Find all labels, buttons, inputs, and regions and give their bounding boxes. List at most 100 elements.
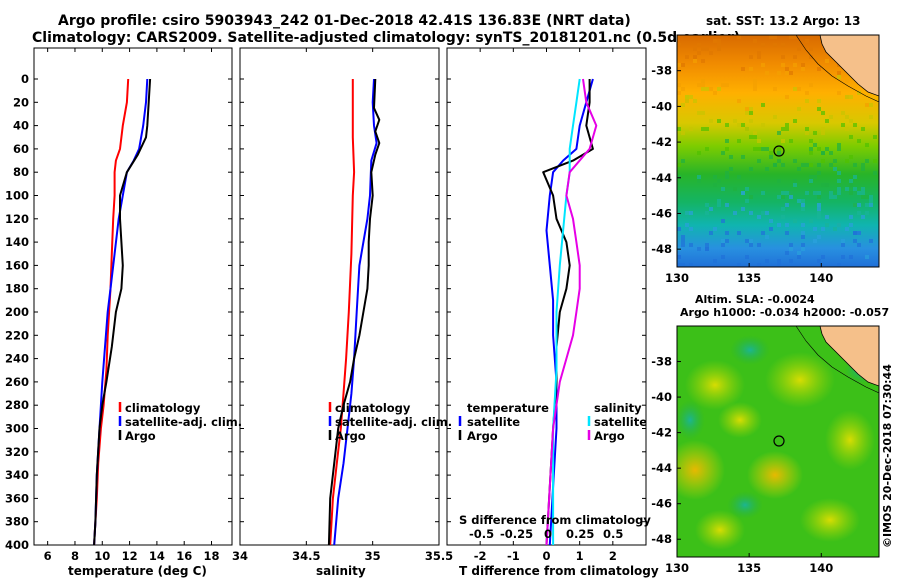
map-y-tick-label: -48 xyxy=(651,532,672,546)
sst-pixel xyxy=(769,227,773,231)
sst-pixel xyxy=(853,239,857,243)
sst-pixel xyxy=(829,115,833,119)
sst-pixel xyxy=(785,127,789,131)
sst-pixel xyxy=(849,183,853,187)
sst-pixel xyxy=(677,43,681,47)
salinity-legend: climatology satellite-adj. clim. Argo xyxy=(328,401,452,443)
sst-pixel xyxy=(785,251,789,255)
sst-pixel xyxy=(873,159,877,163)
map-x-tick-label: 135 xyxy=(737,561,761,575)
sst-pixel xyxy=(817,211,821,215)
sst-pixel xyxy=(789,259,793,263)
legend-salinity-title: salinity xyxy=(594,401,642,415)
sst-pixel xyxy=(721,151,725,155)
sst-pixel xyxy=(809,139,813,143)
sst-pixel xyxy=(721,83,725,87)
sst-pixel xyxy=(677,83,681,87)
sst-pixel xyxy=(773,115,777,119)
sst-pixel xyxy=(705,247,709,251)
sst-pixel xyxy=(873,171,877,175)
difference-series xyxy=(542,78,598,546)
sst-pixel xyxy=(801,63,805,67)
sst-pixel xyxy=(761,123,765,127)
sst-pixel xyxy=(789,35,793,39)
sst-pixel xyxy=(853,231,857,235)
x-tick-label: 1 xyxy=(576,549,584,563)
sst-pixel xyxy=(717,47,721,51)
sst-pixel xyxy=(777,223,781,227)
sst-pixel xyxy=(725,139,729,143)
sst-pixel xyxy=(733,187,737,191)
sst-pixel xyxy=(701,87,705,91)
sst-pixel xyxy=(781,191,785,195)
series-line-climatology xyxy=(93,78,130,546)
sst-pixel xyxy=(825,223,829,227)
sst-pixel xyxy=(845,227,849,231)
sst-pixel xyxy=(773,43,777,47)
sst-pixel xyxy=(745,255,749,259)
sst-pixel xyxy=(781,55,785,59)
legend-satellite: satellite-adj. clim. xyxy=(125,415,242,429)
depth-tick-label: 140 xyxy=(5,235,29,249)
sst-pixel xyxy=(797,107,801,111)
sst-pixel xyxy=(697,179,701,183)
sst-pixel xyxy=(685,95,689,99)
sst-pixel xyxy=(821,227,825,231)
sst-map-title: sat. SST: 13.2 Argo: 13 xyxy=(706,14,860,28)
sst-pixel xyxy=(761,231,765,235)
sst-pixel xyxy=(725,147,729,151)
map-y-tick-label: -38 xyxy=(651,64,672,78)
sst-pixel xyxy=(861,167,865,171)
sst-pixel xyxy=(757,263,761,267)
sst-pixel xyxy=(677,227,681,231)
depth-tick-label: 240 xyxy=(5,352,29,366)
sst-pixel xyxy=(697,151,701,155)
sst-pixel xyxy=(869,239,873,243)
salinity-panel xyxy=(239,47,440,546)
sst-pixel xyxy=(829,191,833,195)
sst-pixel xyxy=(749,167,753,171)
sst-pixel xyxy=(737,175,741,179)
sst-pixel xyxy=(749,243,753,247)
sst-pixel xyxy=(845,79,849,83)
sst-map xyxy=(677,35,879,267)
sst-pixel xyxy=(857,139,861,143)
sst-pixel xyxy=(813,227,817,231)
s-tick: 0.5 xyxy=(603,527,623,541)
temperature-x-axis: 6 8 10 12 14 16 18 xyxy=(44,48,220,563)
sst-pixel xyxy=(681,243,685,247)
depth-tick-label: 220 xyxy=(5,328,29,342)
sst-pixel xyxy=(681,239,685,243)
x-tick-label: 34.5 xyxy=(292,549,320,563)
sst-pixel xyxy=(745,199,749,203)
sst-pixel xyxy=(813,239,817,243)
sst-pixel xyxy=(789,247,793,251)
s-tick: -0.25 xyxy=(500,527,533,541)
sst-pixel xyxy=(721,255,725,259)
sst-pixel xyxy=(681,235,685,239)
sst-pixel xyxy=(809,147,813,151)
legend-climatology: climatology xyxy=(125,401,201,415)
t-difference-axis-label: T difference from climatology xyxy=(459,564,659,578)
sst-pixel xyxy=(805,127,809,131)
depth-tick-label: 20 xyxy=(13,95,29,109)
sst-pixel xyxy=(785,71,789,75)
sst-pixel xyxy=(689,263,693,267)
sst-pixel xyxy=(701,83,705,87)
sst-pixel xyxy=(793,183,797,187)
sst-pixel xyxy=(841,243,845,247)
sst-pixel xyxy=(753,135,757,139)
sst-pixel xyxy=(785,123,789,127)
difference-salinity-legend: salinity satellite Argo xyxy=(587,401,647,443)
sst-pixel xyxy=(809,55,813,59)
legend-t-satellite: satellite xyxy=(467,415,520,429)
sst-pixel xyxy=(837,143,841,147)
sst-pixel xyxy=(849,179,853,183)
sst-pixel xyxy=(793,119,797,123)
sst-pixel xyxy=(825,147,829,151)
x-tick-label: 18 xyxy=(204,549,220,563)
salinity-axis-label: salinity xyxy=(316,564,366,578)
sst-pixel xyxy=(777,195,781,199)
sst-pixel xyxy=(689,211,693,215)
sst-pixel xyxy=(757,55,761,59)
